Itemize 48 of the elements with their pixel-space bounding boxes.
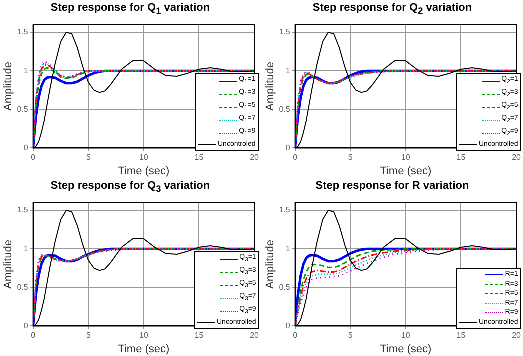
x-tick-label: 5 bbox=[86, 153, 92, 162]
y-tick-label: 0 bbox=[24, 143, 29, 152]
x-tick-label: 5 bbox=[348, 153, 354, 162]
y-axis-title: Amplitude bbox=[2, 240, 15, 289]
x-tick-label: 5 bbox=[348, 331, 354, 340]
chart-title: Step response for Q$_{3}$ variation bbox=[50, 180, 212, 194]
x-tick-label: 0 bbox=[293, 331, 298, 340]
x-axis-title: Time (sec) bbox=[118, 165, 170, 178]
x-tick-label: 20 bbox=[512, 153, 522, 162]
y-tick-label: 0 bbox=[24, 321, 29, 330]
y-tick-label: 1.5 bbox=[17, 206, 29, 215]
y-axis-title: Amplitude bbox=[264, 240, 277, 289]
y-tick-label: 0.5 bbox=[279, 104, 291, 114]
x-tick-label: 0 bbox=[293, 153, 298, 162]
y-tick-label: 1.5 bbox=[279, 28, 291, 37]
chart-title: Step response for R variation bbox=[314, 180, 470, 192]
x-tick-label: 15 bbox=[194, 153, 204, 162]
x-tick-label: 10 bbox=[139, 331, 149, 340]
x-tick-label: 10 bbox=[139, 153, 149, 162]
y-axis-title: Amplitude bbox=[2, 62, 15, 111]
y-axis-title: Amplitude bbox=[264, 62, 277, 111]
y-tick-label: 1 bbox=[24, 244, 29, 254]
x-tick-label: 15 bbox=[194, 331, 204, 340]
y-tick-label: 1.5 bbox=[17, 28, 29, 37]
x-tick-label: 20 bbox=[250, 153, 260, 162]
x-tick-label: 20 bbox=[512, 331, 522, 340]
y-tick-label: 0.5 bbox=[17, 282, 29, 292]
y-tick-label: 1 bbox=[286, 66, 291, 76]
x-tick-label: 20 bbox=[250, 331, 260, 340]
y-tick-label: 0 bbox=[286, 143, 291, 152]
chart-title: Step response for Q$_{1}$ variation bbox=[50, 2, 212, 16]
x-axis-title: Time (sec) bbox=[118, 343, 170, 356]
x-tick-label: 0 bbox=[31, 153, 36, 162]
y-tick-label: 0 bbox=[286, 321, 291, 330]
x-axis-title: Time (sec) bbox=[380, 165, 432, 178]
x-tick-label: 5 bbox=[86, 331, 92, 340]
x-tick-label: 10 bbox=[401, 153, 411, 162]
y-tick-label: 0.5 bbox=[17, 104, 29, 114]
y-tick-label: 1.5 bbox=[279, 206, 291, 215]
x-tick-label: 15 bbox=[456, 153, 466, 162]
x-tick-label: 15 bbox=[456, 331, 466, 340]
y-tick-label: 1 bbox=[286, 244, 291, 254]
x-tick-label: 0 bbox=[31, 331, 36, 340]
chart-title: Step response for Q$_{2}$ variation bbox=[312, 2, 474, 16]
x-tick-label: 10 bbox=[401, 331, 411, 340]
y-tick-label: 1 bbox=[24, 66, 29, 76]
x-axis-title: Time (sec) bbox=[380, 343, 432, 356]
y-tick-label: 0.5 bbox=[279, 282, 291, 292]
